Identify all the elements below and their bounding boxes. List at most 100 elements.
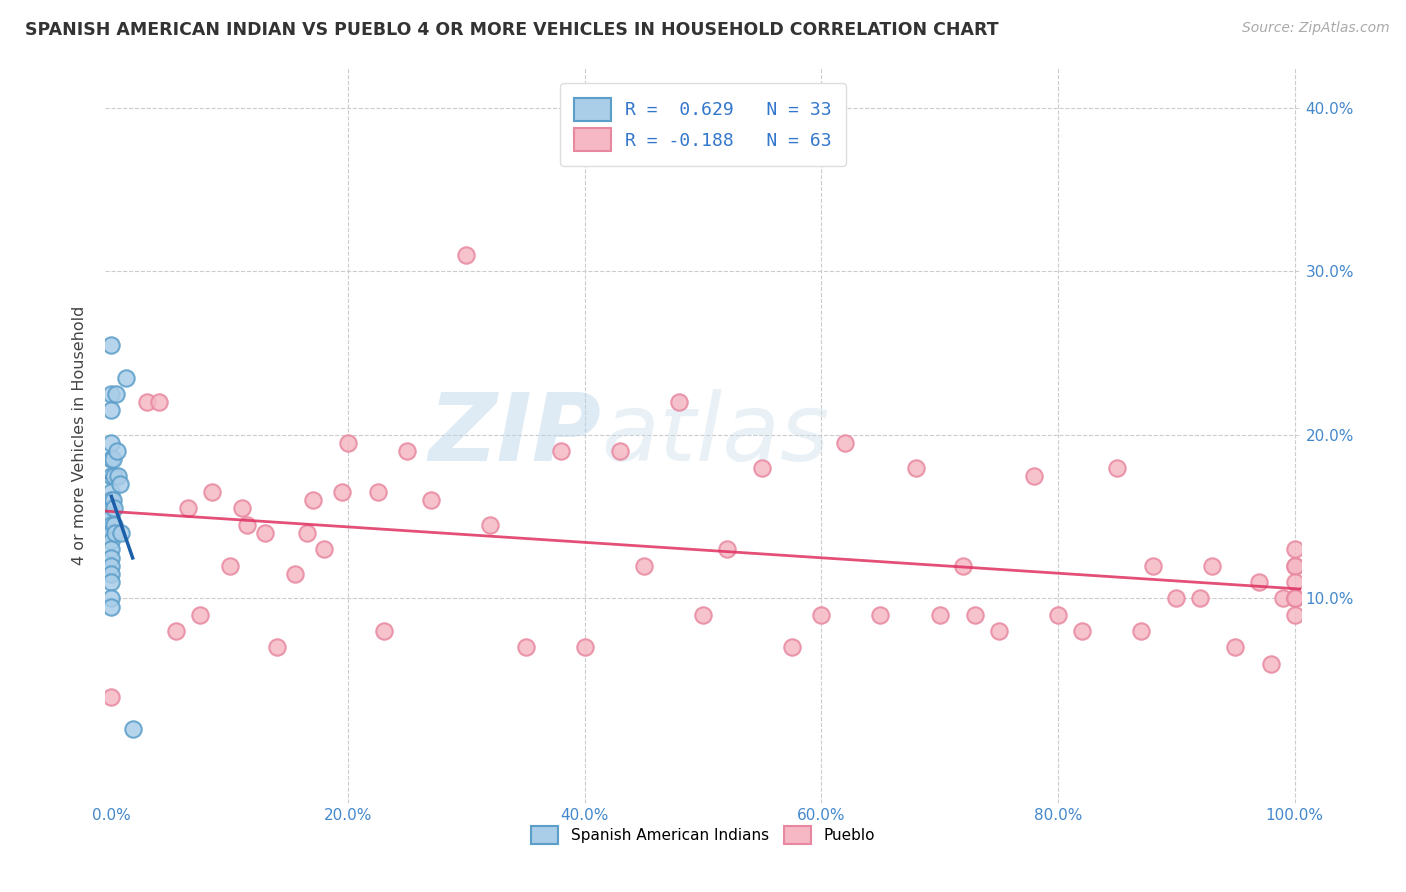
Point [810, 607, 832, 622]
Point [100, 534, 122, 549]
Point [515, 640, 537, 655]
Point [100, 436, 122, 450]
Point [1284, 591, 1306, 606]
Text: SPANISH AMERICAN INDIAN VS PUEBLO 4 OR MORE VEHICLES IN HOUSEHOLD CORRELATION CH: SPANISH AMERICAN INDIAN VS PUEBLO 4 OR M… [25, 21, 998, 39]
Point [1142, 558, 1164, 573]
Point [330, 485, 353, 500]
Point [100, 485, 122, 500]
Legend: Spanish American Indians, Pueblo: Spanish American Indians, Pueblo [524, 820, 882, 850]
Point [101, 493, 124, 508]
Point [100, 338, 122, 352]
Point [373, 624, 395, 639]
Point [1284, 542, 1306, 557]
Point [1107, 460, 1129, 475]
Point [254, 525, 277, 540]
Point [1166, 591, 1188, 606]
Point [103, 468, 125, 483]
Y-axis label: 4 or more Vehicles in Household: 4 or more Vehicles in Household [72, 305, 87, 565]
Point [110, 525, 132, 540]
Text: ZIP: ZIP [429, 389, 602, 481]
Point [148, 395, 170, 409]
Point [100, 501, 122, 516]
Point [633, 558, 655, 573]
Point [100, 542, 122, 557]
Point [103, 501, 125, 516]
Point [177, 501, 200, 516]
Point [188, 607, 211, 622]
Point [284, 566, 307, 581]
Point [834, 436, 856, 450]
Point [1284, 558, 1306, 573]
Point [100, 452, 122, 467]
Point [218, 558, 240, 573]
Point [105, 444, 128, 458]
Point [100, 403, 122, 417]
Point [107, 468, 129, 483]
Point [1284, 574, 1306, 589]
Point [987, 624, 1010, 639]
Point [135, 395, 157, 409]
Point [928, 607, 950, 622]
Point [1024, 468, 1046, 483]
Point [550, 444, 572, 458]
Point [100, 566, 122, 581]
Point [100, 517, 122, 532]
Point [1284, 591, 1306, 606]
Text: atlas: atlas [602, 389, 830, 481]
Point [100, 558, 122, 573]
Point [780, 640, 803, 655]
Point [396, 444, 419, 458]
Point [103, 517, 125, 532]
Point [165, 624, 187, 639]
Point [751, 460, 773, 475]
Point [419, 493, 441, 508]
Point [609, 444, 631, 458]
Point [231, 501, 253, 516]
Point [121, 723, 143, 737]
Point [105, 387, 128, 401]
Point [266, 640, 288, 655]
Point [1070, 624, 1092, 639]
Point [904, 460, 927, 475]
Point [201, 485, 224, 500]
Point [114, 370, 136, 384]
Point [1201, 558, 1223, 573]
Point [100, 690, 122, 704]
Point [108, 476, 131, 491]
Point [479, 517, 502, 532]
Text: Source: ZipAtlas.com: Source: ZipAtlas.com [1241, 21, 1389, 36]
Point [574, 640, 596, 655]
Point [456, 248, 478, 262]
Point [100, 509, 122, 524]
Point [100, 525, 122, 540]
Point [1225, 640, 1247, 655]
Point [1284, 558, 1306, 573]
Point [1271, 591, 1294, 606]
Point [100, 468, 122, 483]
Point [1046, 607, 1069, 622]
Point [100, 574, 122, 589]
Point [668, 395, 690, 409]
Point [295, 525, 318, 540]
Point [1188, 591, 1211, 606]
Point [952, 558, 974, 573]
Point [301, 493, 323, 508]
Point [716, 542, 738, 557]
Point [100, 599, 122, 614]
Point [367, 485, 389, 500]
Point [100, 493, 122, 508]
Point [236, 517, 259, 532]
Point [104, 525, 127, 540]
Point [101, 452, 124, 467]
Point [1284, 607, 1306, 622]
Point [337, 436, 360, 450]
Point [100, 591, 122, 606]
Point [100, 550, 122, 565]
Point [869, 607, 891, 622]
Point [100, 387, 122, 401]
Point [1249, 574, 1271, 589]
Point [1129, 624, 1152, 639]
Point [1284, 591, 1306, 606]
Point [1260, 657, 1282, 671]
Point [965, 607, 987, 622]
